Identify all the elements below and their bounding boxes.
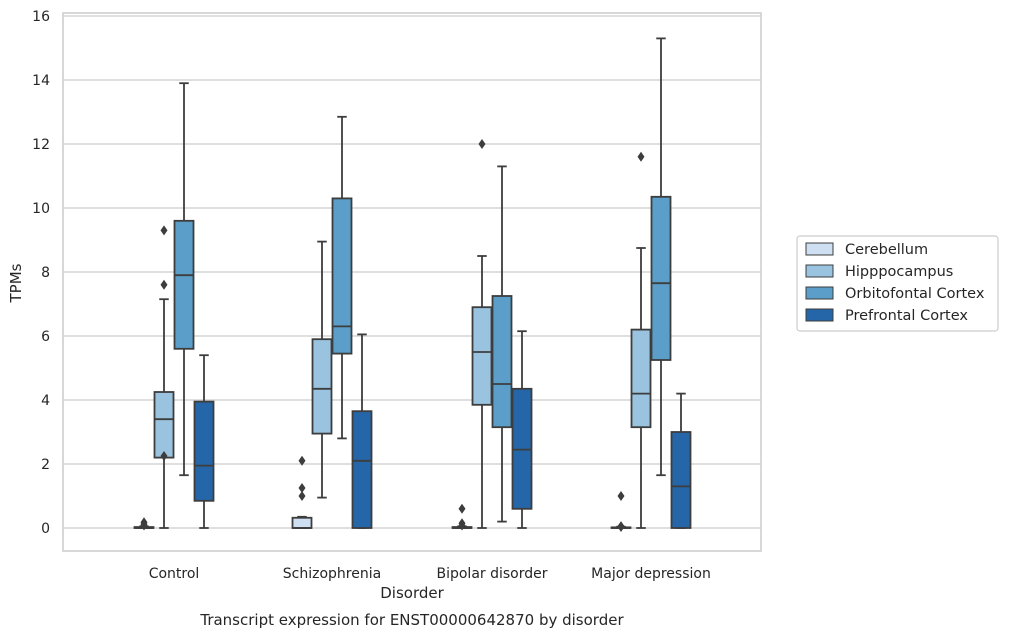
x-tick-control: Control <box>149 566 200 582</box>
y-tick-16: 16 <box>32 9 50 25</box>
box-body <box>173 219 195 350</box>
box-orbitofontal-cortex-schizophrenia <box>331 115 353 440</box>
box-cerebellum-schizophrenia <box>291 455 313 529</box>
y-tick-10: 10 <box>32 201 50 217</box>
legend-swatch-hipppocampus <box>805 264 834 278</box>
legend-swatch-orbitofontal-cortex <box>805 286 834 300</box>
box-body <box>153 391 175 459</box>
x-tick-schizophrenia: Schizophrenia <box>283 566 381 582</box>
y-tick-12: 12 <box>32 137 50 153</box>
box-cerebellum-bipolar-disorder <box>451 503 473 531</box>
box-body <box>630 328 652 429</box>
box-body <box>491 295 513 429</box>
box-prefrontal-cortex-schizophrenia <box>351 333 373 529</box>
y-tick-2: 2 <box>41 457 50 473</box>
legend-label-prefrontal-cortex: Prefrontal Cortex <box>845 308 968 324</box>
x-tick-major-depression: Major depression <box>591 566 711 582</box>
box-cerebellum-control <box>133 517 155 531</box>
box-orbitofontal-cortex-control <box>173 82 195 477</box>
box-hipppocampus-bipolar-disorder <box>471 139 493 529</box>
box-orbitofontal-cortex-major-depression <box>650 37 672 477</box>
y-tick-labels: 0 2 4 6 8 10 12 14 16 <box>32 9 50 537</box>
legend: Cerebellum Hipppocampus Orbitofontal Corte… <box>796 235 999 332</box>
box-body <box>193 400 215 502</box>
box-prefrontal-cortex-major-depression <box>670 392 692 529</box>
outlier-point <box>458 520 466 531</box>
box-hipppocampus-major-depression <box>630 151 652 529</box>
x-axis-label: Disorder <box>380 584 444 602</box>
outlier-point <box>160 451 168 461</box>
figure-caption: Transcript expression for ENST0000064287… <box>199 611 624 629</box>
plot-frame <box>62 12 762 552</box>
legend-label-orbitofontal-cortex: Orbitofontal Cortex <box>845 286 985 302</box>
outlier-point <box>140 520 148 531</box>
outlier-point <box>160 225 168 236</box>
outlier-point <box>298 483 306 493</box>
box-cerebellum-major-depression <box>610 491 632 533</box>
box-orbitofontal-cortex-bipolar-disorder <box>491 165 513 523</box>
y-tick-0: 0 <box>41 521 50 537</box>
box-prefrontal-cortex-bipolar-disorder <box>511 330 533 529</box>
box-body <box>311 338 333 435</box>
y-tick-8: 8 <box>41 265 50 281</box>
outlier-point <box>298 491 306 501</box>
y-tick-14: 14 <box>32 73 50 89</box>
box-body <box>650 195 672 361</box>
y-tick-6: 6 <box>41 329 50 345</box>
outlier-point <box>637 151 645 162</box>
outlier-point <box>458 503 466 514</box>
y-tick-4: 4 <box>41 393 50 409</box>
outlier-point <box>298 455 306 466</box>
legend-label-hipppocampus: Hipppocampus <box>845 264 953 280</box>
outlier-point <box>617 522 625 533</box>
box-body <box>291 516 313 529</box>
legend-swatch-prefrontal-cortex <box>805 308 834 322</box>
outlier-point <box>617 491 625 501</box>
outlier-point <box>160 279 168 290</box>
box-prefrontal-cortex-control <box>193 354 215 529</box>
box-body <box>670 431 692 529</box>
box-hipppocampus-control <box>153 225 175 529</box>
box-body <box>471 306 493 406</box>
box-body <box>351 410 373 529</box>
x-tick-bipolar-disorder: Bipolar disorder <box>436 566 547 582</box>
legend-swatch-cerebellum <box>805 242 834 256</box>
y-axis-label: TPMs <box>7 263 25 303</box>
outlier-point <box>478 139 486 149</box>
legend-label-cerebellum: Cerebellum <box>845 242 928 258</box>
box-body <box>331 197 353 355</box>
box-series <box>133 37 692 533</box>
box-hipppocampus-schizophrenia <box>311 240 333 499</box>
x-tick-labels: Control Schizophrenia Bipolar disorder Majo… <box>149 566 711 582</box>
legend-frame <box>796 235 999 332</box>
